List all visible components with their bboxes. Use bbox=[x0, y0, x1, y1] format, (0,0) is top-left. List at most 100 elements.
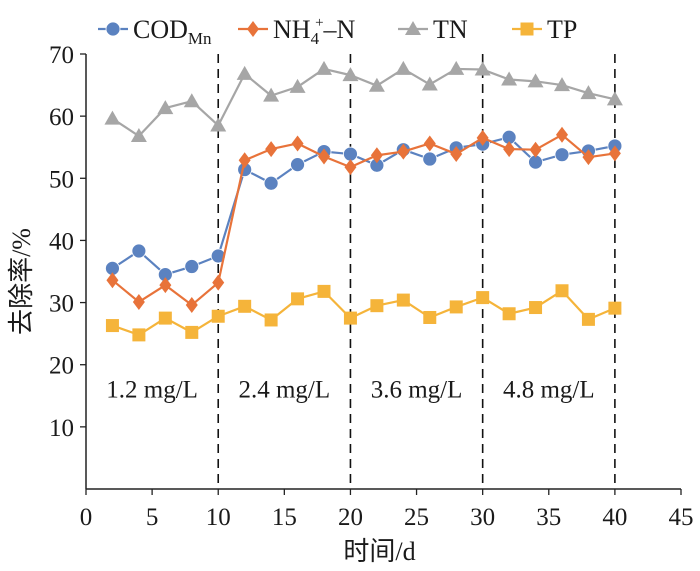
legend-label: NH4+–N bbox=[273, 15, 356, 48]
data-point bbox=[423, 135, 436, 152]
data-point bbox=[368, 77, 385, 92]
data-point bbox=[105, 319, 119, 333]
data-point bbox=[291, 135, 304, 152]
data-point bbox=[397, 143, 410, 160]
data-point bbox=[185, 325, 199, 339]
legend-label: TN bbox=[433, 15, 468, 44]
x-tick-label: 30 bbox=[470, 504, 495, 531]
data-point bbox=[318, 148, 330, 165]
data-point bbox=[395, 60, 412, 75]
x-tick-label: 40 bbox=[602, 504, 627, 531]
series-nh bbox=[106, 126, 621, 314]
x-tick-label: 10 bbox=[206, 504, 231, 531]
data-point bbox=[183, 93, 200, 108]
x-tick-label: 15 bbox=[272, 504, 297, 531]
data-point bbox=[130, 128, 147, 143]
x-tick-label: 20 bbox=[338, 504, 363, 531]
data-point bbox=[289, 78, 306, 93]
data-point bbox=[264, 313, 278, 327]
data-point bbox=[503, 141, 516, 158]
data-point bbox=[396, 293, 410, 307]
phase-label: 1.2 mg/L bbox=[106, 377, 198, 404]
data-point bbox=[158, 311, 172, 325]
y-tick-label: 40 bbox=[49, 228, 74, 255]
data-point bbox=[344, 159, 357, 176]
data-point bbox=[476, 291, 490, 305]
x-tick-label: 35 bbox=[536, 504, 561, 531]
series-tn bbox=[104, 60, 623, 143]
legend-marker bbox=[405, 21, 421, 35]
data-point bbox=[421, 76, 438, 91]
data-point bbox=[527, 73, 544, 88]
axes: 0 5 10 15 20 25 30 35 40 45 10 20 30 40 50 60 70 时间/d 去除率/… bbox=[7, 42, 694, 566]
data-point bbox=[343, 311, 357, 325]
data-point bbox=[185, 297, 198, 314]
x-tick-label: 0 bbox=[80, 504, 93, 531]
data-point bbox=[449, 300, 463, 314]
data-point bbox=[104, 110, 121, 125]
legend-item: NH4+–N bbox=[238, 15, 356, 48]
data-point bbox=[211, 309, 225, 323]
y-tick-label: 60 bbox=[49, 104, 74, 131]
y-tick-label: 70 bbox=[49, 42, 74, 69]
data-point bbox=[529, 141, 542, 158]
data-point bbox=[316, 60, 332, 75]
y-axis-title: 去除率/% bbox=[7, 228, 36, 335]
legend: CODMn NH4+–N TN TP bbox=[98, 15, 577, 48]
data-point bbox=[290, 157, 305, 173]
legend-label: CODMn bbox=[133, 15, 212, 48]
data-point bbox=[370, 299, 384, 313]
data-point bbox=[343, 146, 358, 162]
data-point bbox=[210, 117, 227, 132]
legend-label: TP bbox=[547, 15, 577, 44]
data-point bbox=[210, 248, 226, 264]
x-tick-label: 5 bbox=[146, 504, 159, 531]
legend-item: TN bbox=[398, 15, 468, 44]
data-point bbox=[291, 292, 305, 306]
data-point bbox=[423, 310, 437, 324]
data-point bbox=[476, 129, 489, 146]
series-cod bbox=[105, 129, 623, 283]
y-tick-label: 30 bbox=[49, 291, 74, 318]
phase-dividers: 1.2 mg/L 2.4 mg/L 3.6 mg/L 4.8 mg/L bbox=[106, 54, 616, 489]
data-point bbox=[554, 147, 570, 163]
data-series bbox=[104, 60, 623, 342]
data-point bbox=[238, 152, 251, 169]
data-point bbox=[554, 77, 570, 92]
legend-marker bbox=[105, 21, 121, 37]
data-point bbox=[131, 243, 147, 259]
data-point bbox=[608, 301, 622, 315]
phase-label: 4.8 mg/L bbox=[503, 377, 595, 404]
data-point bbox=[159, 277, 172, 294]
series-tp bbox=[105, 284, 622, 342]
data-point bbox=[501, 71, 518, 86]
y-tick-label: 20 bbox=[49, 353, 74, 380]
data-point bbox=[132, 328, 146, 342]
data-point bbox=[342, 67, 359, 82]
data-point bbox=[608, 145, 621, 162]
data-point bbox=[263, 175, 279, 191]
x-tick-label: 25 bbox=[404, 504, 429, 531]
data-point bbox=[157, 100, 174, 115]
data-point bbox=[422, 151, 438, 167]
data-point bbox=[581, 312, 595, 326]
data-point bbox=[582, 149, 595, 166]
data-point bbox=[580, 85, 597, 100]
legend-marker bbox=[247, 21, 259, 37]
data-point bbox=[555, 284, 569, 298]
data-point bbox=[556, 126, 568, 143]
y-tick-label: 50 bbox=[49, 166, 74, 193]
phase-label: 3.6 mg/L bbox=[371, 377, 463, 404]
legend-marker bbox=[520, 22, 534, 36]
data-point bbox=[265, 141, 278, 158]
y-tick-label: 10 bbox=[49, 415, 74, 442]
data-point bbox=[263, 87, 280, 102]
data-point bbox=[502, 307, 516, 321]
legend-item: TP bbox=[512, 15, 577, 44]
data-point bbox=[529, 301, 543, 315]
data-point bbox=[606, 91, 623, 106]
data-point bbox=[450, 146, 463, 163]
data-point bbox=[448, 60, 465, 75]
x-axis-title: 时间/d bbox=[343, 537, 415, 566]
